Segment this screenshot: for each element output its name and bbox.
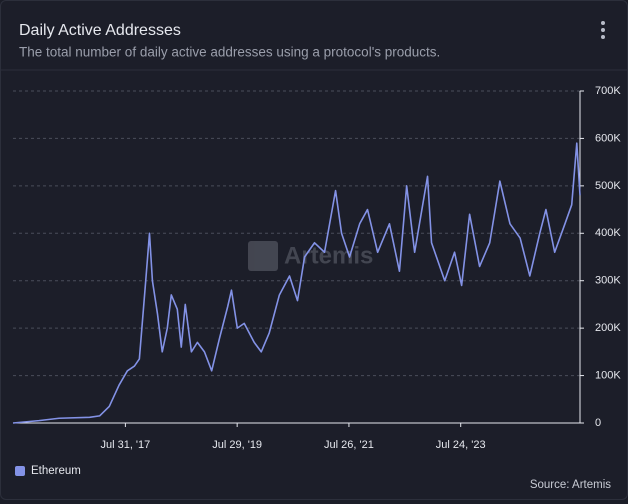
y-tick-label: 500K [595,180,621,192]
y-tick-label: 200K [595,322,621,334]
y-tick-label: 100K [595,369,621,381]
y-tick-label: 300K [595,275,621,287]
x-tick-label: Jul 31, '17 [100,439,150,451]
menu-button[interactable] [601,21,605,39]
watermark-text: Artemis [284,242,373,269]
y-tick-label: 700K [595,85,621,97]
source: Source: Artemis [530,479,611,491]
series-line [12,142,581,424]
y-tick-label: 600K [595,132,621,144]
y-tick-label: 400K [595,227,621,239]
x-tick-label: Jul 26, '21 [324,439,374,451]
menu-dot [601,28,605,32]
menu-dot [601,21,605,25]
x-tick-label: Jul 24, '23 [436,439,486,451]
x-tick-label: Jul 29, '19 [212,439,262,451]
watermark-logo [248,241,278,271]
chart-subtitle: The total number of daily active address… [19,45,440,60]
chart-title: Daily Active Addresses [19,22,181,39]
watermark: Artemis [248,241,373,271]
menu-dot [601,35,605,39]
y-tick-label: 0 [595,417,601,429]
legend-label: Ethereum [31,465,81,477]
legend-swatch [15,466,25,476]
